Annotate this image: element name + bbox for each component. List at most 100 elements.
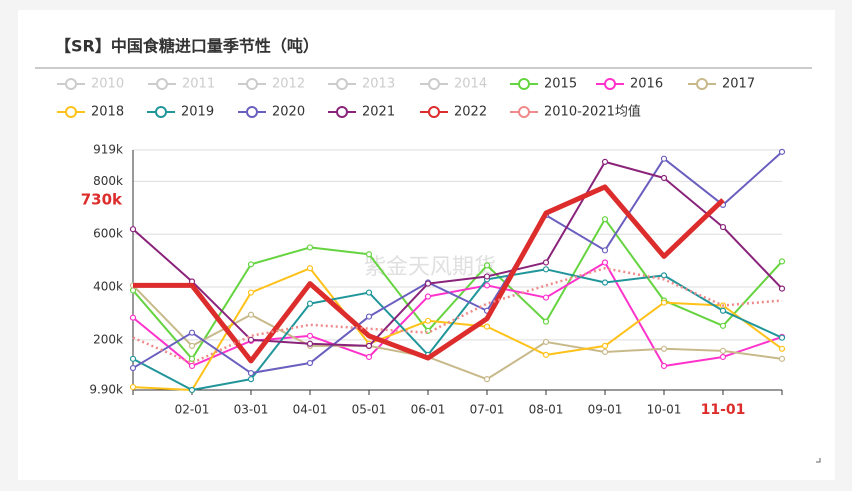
point [188,362,196,370]
legend-label: 2010 [91,77,124,92]
legend-marker [336,78,348,90]
x-tick-label: 03-01 [234,403,269,417]
point [601,279,609,286]
resize-handle [816,458,821,463]
point [247,376,255,383]
point [719,347,727,355]
legend-marker [696,78,708,90]
point [542,318,550,325]
point [365,251,373,258]
point [365,289,373,296]
x-tick-label: 02-01 [175,403,210,417]
point [719,353,727,361]
legend-marker [156,78,168,90]
point [306,244,314,251]
point [129,383,137,391]
point [601,247,609,254]
point [306,332,314,339]
series-line [132,267,783,365]
point [247,311,255,318]
point [424,293,432,300]
x-tick-label: 06-01 [411,403,446,417]
series-line [132,160,783,347]
series-line [132,151,783,375]
point [188,386,196,394]
series-line [132,218,783,360]
point [129,287,137,294]
point [129,226,137,233]
point [247,369,255,377]
point [660,155,668,162]
legend-label: 2014 [454,77,487,92]
point [778,355,786,362]
point [483,282,491,289]
point [424,280,432,287]
point [483,273,491,280]
point [719,322,727,329]
point [778,334,786,341]
legend-marker [246,78,258,90]
legend-label: 2019 [181,105,214,120]
point [601,259,609,266]
point [660,299,668,306]
series-line [133,184,725,364]
legend-label: 2013 [362,77,395,92]
point [247,261,255,268]
chart-title: 【SR】中国食糖进口量季节性（吨） [55,37,319,56]
point [247,336,255,343]
point [365,313,373,320]
point [601,342,609,349]
point [188,342,196,349]
point [778,345,786,352]
legend-label: 2016 [630,77,663,92]
y-tick-label: 600k [93,227,123,241]
x-tick-label: 08-01 [529,403,564,417]
point [483,376,491,383]
y-tick-label: 9.90k [89,383,123,397]
point [306,265,314,272]
point [778,258,786,265]
legend-label: 2018 [91,105,124,120]
point [660,272,668,279]
point [778,285,786,292]
point [660,345,668,352]
point [129,364,137,372]
point [601,348,609,356]
point [483,323,491,330]
y-pointer-label: 730k [81,190,123,208]
legend-label: 2011 [182,77,215,92]
x-tick-label: 11-01 [701,402,746,418]
y-tick-label: 919k [93,143,123,157]
point [660,362,668,370]
x-tick-label: 10-01 [647,403,682,417]
legend-label: 2022 [454,105,487,120]
legend-marker [65,78,77,90]
point [542,266,550,273]
legend-label: 2015 [544,77,577,92]
point [306,359,314,367]
point [129,314,137,321]
legend-marker [604,78,616,90]
point [542,259,550,266]
y-tick-label: 200k [93,332,123,346]
legend-label: 2010-2021均值 [544,104,641,120]
point [719,307,727,314]
point [129,355,137,362]
series-line [132,284,783,381]
x-tick-label: 05-01 [352,403,387,417]
legend-marker [518,78,530,90]
legend-marker [155,106,167,118]
y-pointer-box [70,188,126,211]
legend-label: 2020 [272,105,305,120]
point [778,148,786,155]
legend-label: 2017 [722,77,755,92]
x-tick-label: 07-01 [470,403,505,417]
point [660,174,668,182]
x-tick-label: 09-01 [588,403,623,417]
legend-marker [428,106,440,118]
legend-label: 2021 [362,105,395,120]
legend-marker [518,106,530,118]
series-line [132,267,783,391]
point [188,329,196,336]
